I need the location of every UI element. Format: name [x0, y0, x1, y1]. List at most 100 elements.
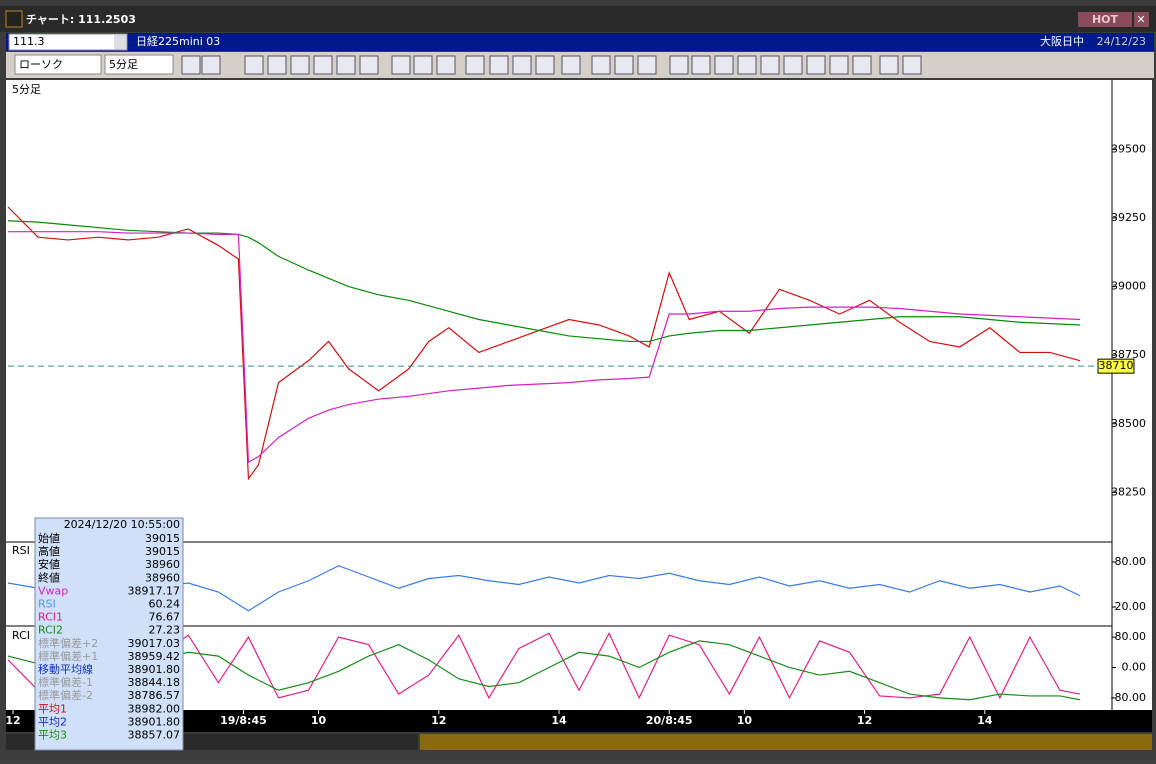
info-value: 27.23	[149, 624, 181, 637]
tool-button[interactable]	[852, 55, 872, 75]
code-box[interactable]	[8, 33, 128, 51]
info-value: 39017.03	[128, 637, 181, 650]
x-tick-label: 10	[311, 714, 327, 727]
info-value: 39015	[145, 532, 180, 545]
price-axis-area	[1090, 80, 1152, 732]
tool-button[interactable]	[561, 55, 581, 75]
tool-button[interactable]	[465, 55, 485, 75]
dropdown[interactable]	[114, 35, 126, 49]
series-line	[7, 631, 1081, 700]
info-value: 38917.17	[128, 584, 181, 597]
tool-button[interactable]	[637, 55, 657, 75]
tool-button[interactable]	[591, 55, 611, 75]
chart-area	[6, 80, 1152, 732]
interval-select[interactable]	[104, 54, 174, 75]
time-axis-bar	[6, 710, 1152, 732]
current-price-box	[1097, 358, 1135, 374]
x-tick-label: 19/8:45	[220, 714, 267, 727]
tool-button[interactable]	[413, 55, 433, 75]
info-value: 38857.07	[128, 729, 181, 742]
info-value: 39015	[145, 545, 180, 558]
info-value: 38959.42	[128, 650, 181, 663]
x-tick-label: 20/8:45	[646, 714, 693, 727]
tool-button[interactable]	[290, 55, 310, 75]
x-tick-label: 12	[5, 714, 20, 727]
tool-button[interactable]	[267, 55, 287, 75]
info-datetime: 2024/12/20 10:55:00	[64, 518, 180, 531]
tool-button[interactable]	[902, 55, 922, 75]
x-tick-label: 14	[977, 714, 993, 727]
tool-button[interactable]	[313, 55, 333, 75]
tool-button[interactable]	[760, 55, 780, 75]
tool-button[interactable]	[806, 55, 826, 75]
y-tick-label: 38500	[1111, 417, 1146, 430]
x-tick-label: 14	[551, 714, 567, 727]
y-tick-label: 39000	[1111, 280, 1146, 293]
info-label: 標準偏差-1	[38, 675, 93, 689]
y-tick-label: 39250	[1111, 211, 1146, 224]
y-tick-label: 39500	[1111, 142, 1146, 155]
info-value: 38960	[145, 571, 180, 584]
info-value: 38901.80	[128, 663, 181, 676]
tool-button[interactable]	[691, 55, 711, 75]
info-value: 38786.57	[128, 689, 181, 702]
tool-button[interactable]	[436, 55, 456, 75]
tool-button[interactable]	[669, 55, 689, 75]
window-title: チャート: 111.2503	[26, 13, 136, 26]
tool-button[interactable]	[783, 55, 803, 75]
scrollbar-thumb[interactable]	[420, 734, 1152, 750]
y-tick-label: 38750	[1111, 348, 1146, 361]
x-tick-label: 10	[737, 714, 753, 727]
code: 111.3	[13, 35, 45, 48]
info-value: 76.67	[149, 611, 181, 624]
info-label: 平均3	[38, 729, 67, 742]
info-label: 終値	[38, 570, 60, 584]
tool-button[interactable]	[879, 55, 899, 75]
tool-button[interactable]	[614, 55, 634, 75]
info-value: 38901.80	[128, 715, 181, 728]
tool-button[interactable]	[391, 55, 411, 75]
y-tick-label: 80.00	[1115, 630, 1147, 643]
info-box	[34, 517, 184, 751]
info-label: 高値	[38, 544, 60, 558]
info-label: RSI	[38, 598, 56, 611]
interval: 5分足	[109, 58, 138, 71]
tool-button[interactable]	[359, 55, 379, 75]
info-label: 移動平均線	[38, 662, 93, 676]
tool-button[interactable]	[244, 55, 264, 75]
tool-button[interactable]	[737, 55, 757, 75]
chart-style: ローソク	[19, 58, 63, 71]
close-button[interactable]	[1134, 12, 1149, 27]
symbol-bar	[6, 33, 1154, 51]
info-label: 標準偏差-2	[38, 688, 93, 702]
tool-button[interactable]	[512, 55, 532, 75]
tool-button[interactable]	[336, 55, 356, 75]
style-select[interactable]	[14, 54, 102, 75]
series-line	[7, 640, 1081, 701]
info-label: 平均2	[38, 715, 67, 728]
tool-buttons	[181, 55, 922, 75]
hot-label: HOT	[1092, 13, 1119, 26]
y-tick-label: 38250	[1111, 485, 1146, 498]
y-tick-label: 20.00	[1115, 600, 1147, 613]
info-label: 始値	[38, 531, 60, 545]
tool-button[interactable]	[201, 55, 221, 75]
current-price-label: 38710	[1099, 359, 1134, 372]
tool-button[interactable]	[535, 55, 555, 75]
tool-button[interactable]	[829, 55, 849, 75]
series-line	[8, 231, 1081, 464]
info-label: 標準偏差+1	[38, 649, 98, 663]
tool-button[interactable]	[714, 55, 734, 75]
x-tick-label: 12	[431, 714, 446, 727]
hot-button[interactable]	[1078, 12, 1132, 27]
tool-button[interactable]	[181, 55, 201, 75]
series-line	[7, 565, 1081, 612]
tool-button[interactable]	[489, 55, 509, 75]
info-label: 平均1	[38, 702, 67, 715]
info-label: 標準偏差+2	[38, 636, 98, 650]
close-icon: ✕	[1136, 13, 1145, 26]
info-value: 60.24	[149, 598, 181, 611]
session: 大阪日中	[1040, 34, 1084, 48]
